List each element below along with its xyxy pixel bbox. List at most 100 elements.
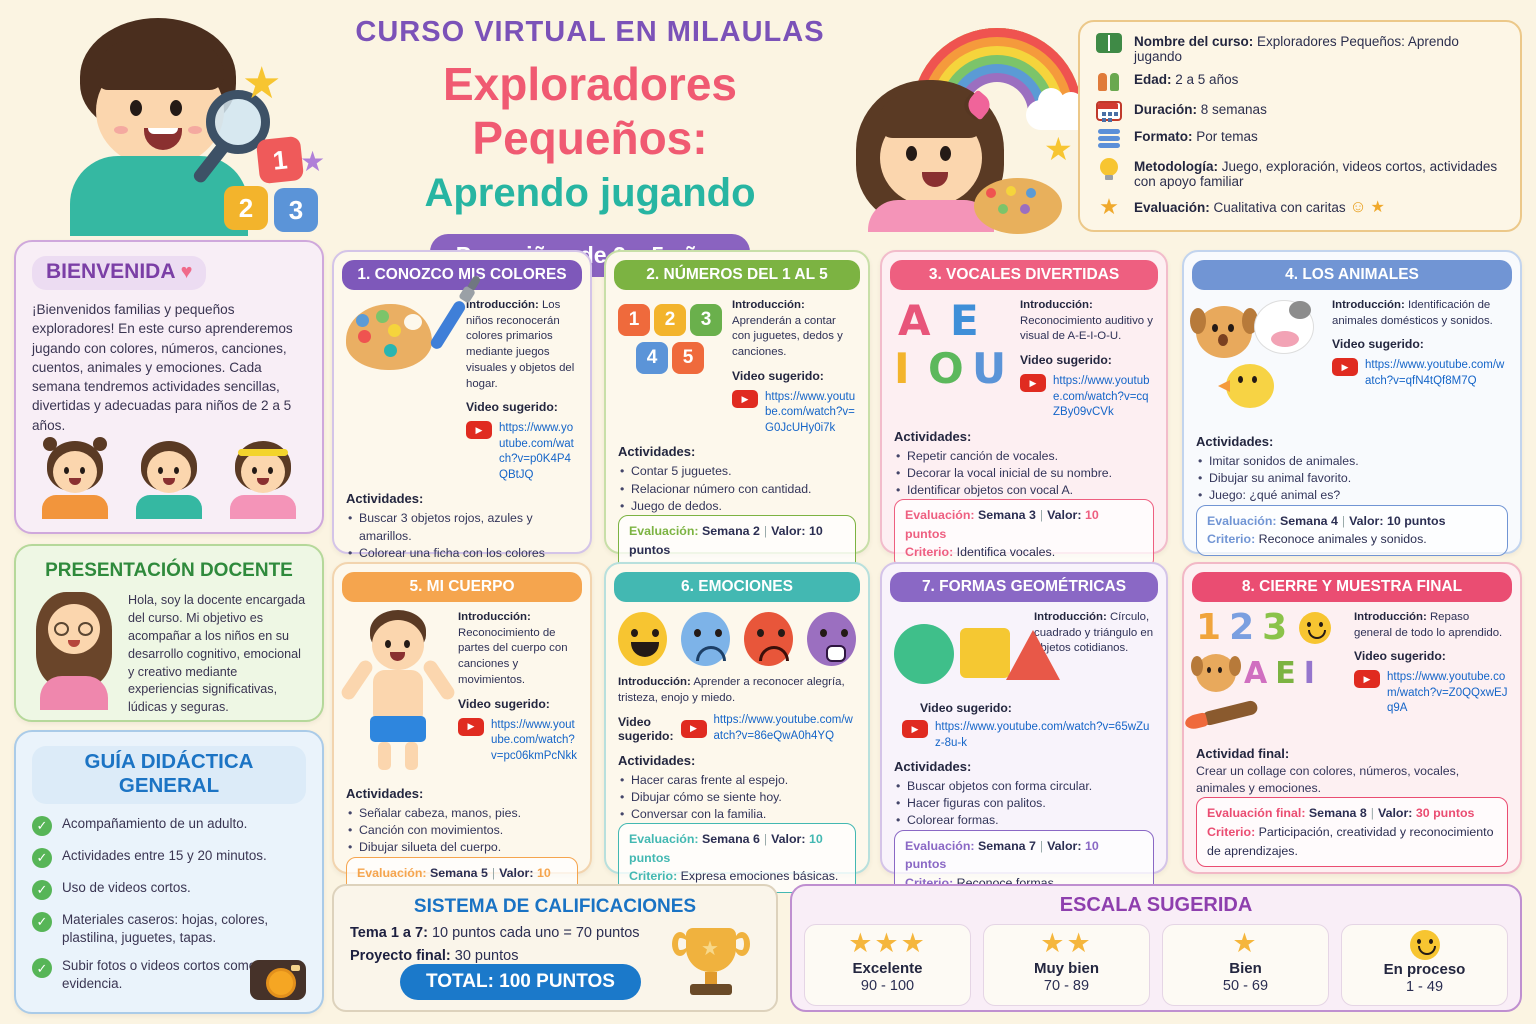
youtube-icon: ▶: [680, 719, 707, 738]
video-link[interactable]: https://www.youtube.com/watch?v=65wZuz-8…: [935, 721, 1150, 749]
grading-card: SISTEMA DE CALIFICACIONES Tema 1 a 7: 10…: [332, 884, 778, 1012]
stars-icon: ★★: [1040, 928, 1093, 959]
activities-list: Imitar sonidos de animales. Dibujar su a…: [1196, 453, 1508, 505]
evaluation-box: Evaluación: Semana 6 | Valor: 10 puntos Cr…: [618, 823, 856, 893]
video-label: Video sugerido:: [1332, 337, 1424, 352]
video-link[interactable]: https://www.youtube.com/watch?v=qfN4tQf8…: [1365, 359, 1505, 387]
welcome-body: ¡Bienvenidos familias y pequeños explora…: [32, 302, 293, 433]
book-icon: [1096, 33, 1122, 53]
video-label: Video sugerido:: [1020, 353, 1112, 368]
topic-card-title: 1. CONOZCO MIS COLORES: [342, 260, 582, 290]
check-icon: ✓: [32, 912, 52, 932]
topic-card-title: 3. VOCALES DIVERTIDAS: [890, 260, 1158, 290]
video-link[interactable]: https://www.youtube.com/watch?v=Z0QQxwEJ…: [1387, 671, 1508, 715]
topic-card-title: 2. NÚMEROS DEL 1 AL 5: [614, 260, 860, 290]
topic-card-title: 7. FORMAS GEOMÉTRICAS: [890, 572, 1158, 602]
activity-item: Juego: ¿qué animal es?: [1196, 487, 1508, 504]
guide-item: ✓ Acompañamiento de un adulto.: [32, 815, 306, 836]
activity-item: Dibujar cómo se siente hoy.: [618, 789, 856, 806]
activities-list: Hacer caras frente al espejo. Dibujar có…: [618, 772, 856, 824]
video-label: Video sugerido:: [920, 701, 1012, 715]
activity-item: Hacer figuras con palitos.: [894, 795, 1154, 812]
paint-palette-icon: [974, 178, 1062, 234]
video-link[interactable]: https://www.youtube.com/watch?v=86eQwA0h…: [713, 714, 853, 742]
video-link[interactable]: https://www.youtube.com/watch?v=cqZBy09v…: [1053, 375, 1150, 419]
guide-item: ✓ Subir fotos o videos cortos como eviden…: [32, 957, 306, 992]
activity-item: Buscar 3 objetos rojos, azules y amarill…: [346, 510, 578, 544]
guide-title: GUÍA DIDÁCTICA GENERAL: [32, 746, 306, 804]
video-link[interactable]: https://www.youtube.com/watch?v=G0JcUHy0…: [765, 390, 856, 434]
final-activity-label: Actividad final:: [1196, 746, 1290, 761]
number-block: 1: [618, 304, 650, 336]
number-block: 3: [274, 188, 318, 232]
activity-item: Canción con movimientos.: [346, 822, 578, 839]
scale-level-bien: ★ Bien 50 - 69: [1162, 924, 1329, 1006]
activities-list: Buscar objetos con forma circular. Hacer…: [894, 778, 1154, 830]
children-illustration: [32, 437, 306, 520]
video-link[interactable]: https://www.youtube.com/watch?v=p0K4P4QB…: [499, 422, 574, 481]
activity-item: Imitar sonidos de animales.: [1196, 453, 1508, 470]
chick-icon: [1218, 364, 1274, 408]
number-block: 3: [690, 304, 722, 336]
topic-card-cierre: 8. CIERRE Y MUESTRA FINAL 1 2 3 A E I I: [1182, 562, 1522, 874]
smiley-icon: [1409, 930, 1440, 960]
animals-illustration: [1190, 298, 1324, 426]
topic-card-emociones: 6. EMOCIONES Introducción: Aprender a re…: [604, 562, 870, 893]
activity-item: Juego de dedos.: [618, 498, 856, 515]
calendar-icon: [1096, 100, 1122, 121]
check-icon: ✓: [32, 816, 52, 836]
info-row-evaluation: ★ Evaluación: Cualitativa con caritas ☺ …: [1096, 195, 1504, 218]
topic-card-title: 6. EMOCIONES: [614, 572, 860, 602]
guide-item: ✓ Uso de videos cortos.: [32, 879, 306, 900]
scared-face-icon: [807, 612, 856, 666]
activity-item: Colorear formas.: [894, 812, 1154, 829]
info-row-name: Nombre del curso: Exploradores Pequeños:…: [1096, 33, 1504, 64]
scale-level-excelente: ★★★ Excelente 90 - 100: [804, 924, 971, 1006]
activity-item: Hacer caras frente al espejo.: [618, 772, 856, 789]
guide-item: ✓ Materiales caseros: hojas, colores, pla…: [32, 911, 306, 946]
topic-card-cuerpo: 5. MI CUERPO Introducción: Reconocimient…: [332, 562, 592, 927]
square-shape-icon: [960, 628, 1010, 678]
glasses-icon: [54, 622, 69, 636]
cow-icon: [1254, 300, 1314, 354]
format-icon: [1096, 128, 1122, 150]
youtube-icon: ▶: [1332, 358, 1358, 377]
video-link[interactable]: https://www.youtube.com/watch?v=pc06kmPc…: [491, 718, 577, 762]
check-icon: ✓: [32, 848, 52, 868]
course-subtitle: Aprendo jugando: [424, 171, 756, 215]
sad-face-icon: [681, 612, 730, 666]
activity-item: Dibujar silueta del cuerpo.: [346, 839, 578, 856]
number-block: 2: [224, 186, 268, 230]
star-icon: ★: [242, 59, 282, 108]
final-activity-text: Crear un collage con colores, números, v…: [1196, 764, 1460, 796]
teacher-card: PRESENTACIÓN DOCENTE Hola, soy la docent…: [14, 544, 324, 722]
course-title: Exploradores Pequeños:: [443, 58, 737, 164]
scale-card: ESCALA SUGERIDA ★★★ Excelente 90 - 100 ★…: [790, 884, 1522, 1012]
info-row-age: Edad: 2 a 5 años: [1096, 72, 1504, 93]
topic-card-numeros: 2. NÚMEROS DEL 1 AL 5 1 2 3 4 5 Introduc…: [604, 250, 870, 585]
activities-list: Contar 5 juguetes. Relacionar número con…: [618, 463, 856, 515]
paintbrush-icon: [428, 298, 468, 352]
teacher-avatar: [32, 592, 116, 710]
activities-list: Repetir canción de vocales. Decorar la v…: [894, 448, 1154, 500]
activities-list: Señalar cabeza, manos, pies. Canción con…: [346, 805, 578, 857]
emotion-faces-illustration: [618, 612, 856, 666]
girl-painter-illustration: ★: [856, 22, 1100, 234]
boy-explorer-illustration: ★ ★ 1 2 3: [18, 4, 328, 236]
info-row-format: Formato: Por temas: [1096, 129, 1504, 150]
topic-card-title: 4. LOS ANIMALES: [1192, 260, 1512, 290]
bulb-icon: [1096, 157, 1122, 180]
shapes-illustration: [894, 620, 1060, 694]
evaluation-box: Evaluación: Semana 4 | Valor: 10 puntos Cr…: [1196, 504, 1508, 556]
video-label: Video sugerido:: [1354, 649, 1446, 664]
scale-title: ESCALA SUGERIDA: [1059, 894, 1253, 916]
youtube-icon: ▶: [902, 720, 928, 738]
youtube-icon: ▶: [1020, 374, 1046, 393]
activity-item: Decorar la vocal inicial de su nombre.: [894, 465, 1154, 482]
evaluation-box: Evaluación: Semana 3 | Valor: 10 puntos Cr…: [894, 499, 1154, 570]
topic-card-colores: 1. CONOZCO MIS COLORES Introducción: Los…: [332, 250, 592, 667]
course-info-panel: Nombre del curso: Exploradores Pequeños:…: [1078, 20, 1522, 232]
teacher-body: Hola, soy la docente encargada del curso…: [128, 593, 306, 715]
video-label: Video sugerido:: [466, 400, 558, 415]
check-icon: ✓: [32, 880, 52, 900]
